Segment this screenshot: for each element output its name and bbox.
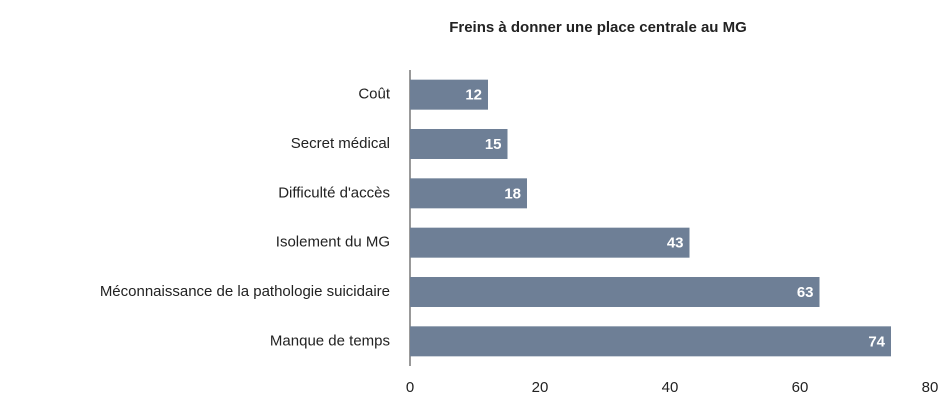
value-label: 12 xyxy=(465,87,482,104)
x-tick-label: 60 xyxy=(792,379,809,396)
y-tick-label: Isolement du MG xyxy=(276,234,390,251)
y-tick-label: Coût xyxy=(358,86,391,103)
bar xyxy=(410,277,820,307)
x-tick-label: 0 xyxy=(406,379,414,396)
value-label: 43 xyxy=(667,235,684,252)
x-tick-label: 20 xyxy=(532,379,549,396)
x-tick-label: 80 xyxy=(922,379,939,396)
bar xyxy=(410,129,508,159)
bar xyxy=(410,79,488,110)
y-tick-label: Méconnaissance de la pathologie suicidai… xyxy=(100,283,390,300)
bar xyxy=(410,326,891,357)
bar xyxy=(410,227,690,258)
y-tick-label: Manque de temps xyxy=(270,332,390,349)
value-label: 63 xyxy=(797,284,814,301)
value-label: 18 xyxy=(504,185,521,202)
chart-title: Freins à donner une place centrale au MG xyxy=(449,19,747,36)
y-tick-label: Secret médical xyxy=(291,135,390,152)
value-label: 15 xyxy=(485,136,502,153)
bar xyxy=(410,178,527,209)
y-tick-label: Difficulté d'accès xyxy=(278,184,390,201)
x-tick-label: 40 xyxy=(662,379,679,396)
value-label: 74 xyxy=(868,333,885,350)
